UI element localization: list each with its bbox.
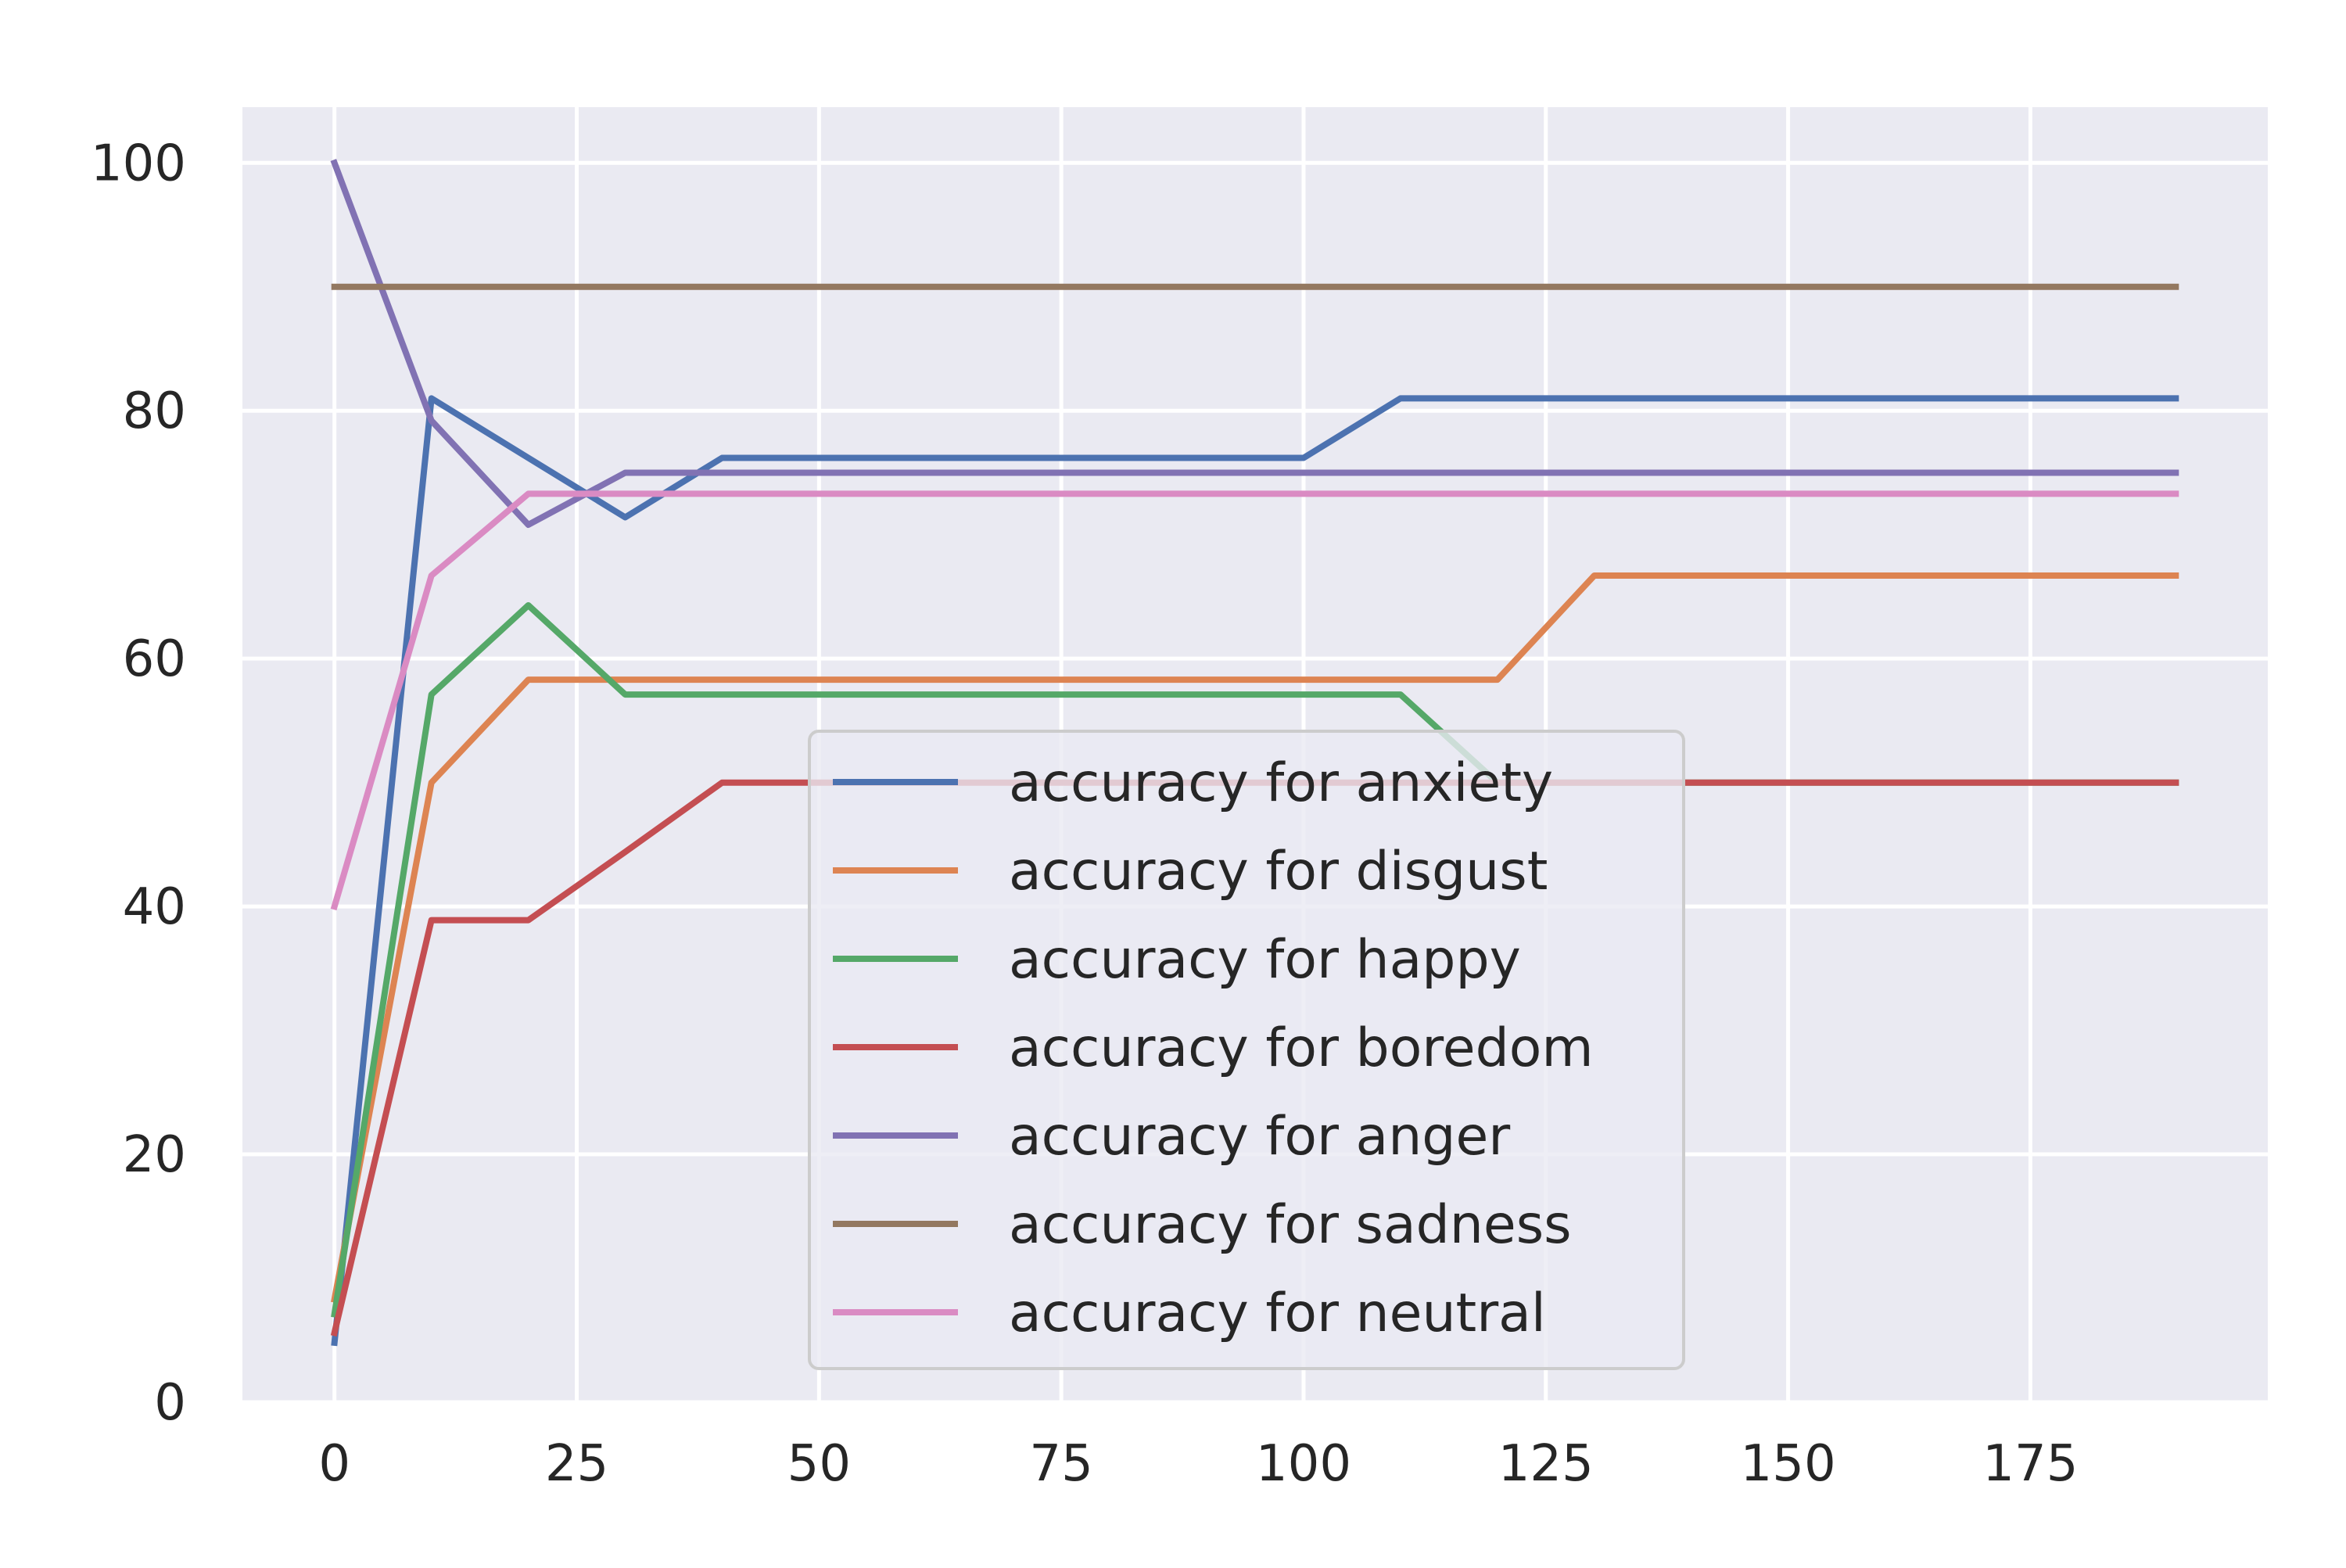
series-lines [330, 159, 2179, 1347]
legend-box [808, 730, 1685, 1370]
legend-label-3: accuracy for boredom [1009, 1017, 1594, 1079]
legend-label-6: accuracy for neutral [1009, 1283, 1546, 1344]
y-tick-label: 60 [123, 630, 186, 688]
series-line-6 [330, 490, 2179, 911]
legend-label-2: accuracy for happy [1009, 929, 1521, 991]
x-tick-label: 125 [1498, 1435, 1594, 1493]
y-tick-label: 80 [123, 382, 186, 440]
y-tick-label: 100 [91, 135, 186, 192]
tick-labels: 0 25 50 75 100 125 150 175 0 20 40 60 80 100 [91, 135, 2079, 1493]
series-line-4 [330, 159, 2179, 528]
legend: accuracy for anxiety accuracy for disgust… [808, 730, 1685, 1370]
series-line-1 [331, 572, 2179, 1304]
y-tick-label: 20 [123, 1126, 186, 1184]
series-line-0 [331, 395, 2179, 1347]
y-tick-label: 40 [123, 878, 186, 936]
x-tick-label: 175 [1982, 1435, 2078, 1493]
x-tick-label: 75 [1029, 1435, 1092, 1493]
x-tick-label: 150 [1741, 1435, 1836, 1493]
x-tick-label: 100 [1256, 1435, 1351, 1493]
x-tick-label: 50 [787, 1435, 851, 1493]
legend-label-0: accuracy for anxiety [1009, 752, 1553, 814]
y-tick-label: 0 [154, 1374, 186, 1432]
legend-label-4: accuracy for anger [1009, 1106, 1510, 1168]
x-tick-label: 25 [545, 1435, 608, 1493]
x-tick-label: 0 [318, 1435, 350, 1493]
legend-label-5: accuracy for sadness [1009, 1194, 1572, 1256]
legend-label-1: accuracy for disgust [1009, 841, 1548, 902]
